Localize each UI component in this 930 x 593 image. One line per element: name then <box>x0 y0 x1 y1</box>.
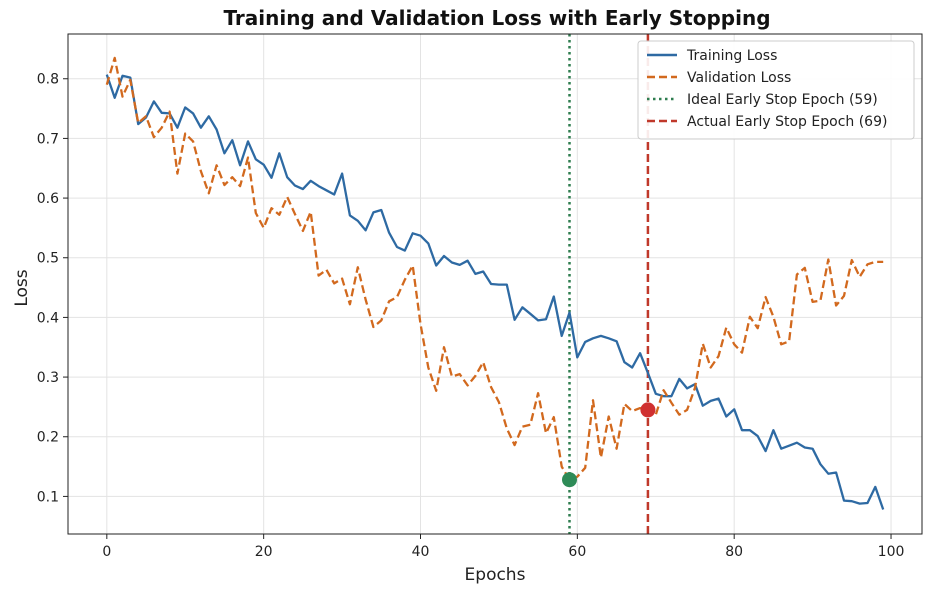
x-tick-label: 100 <box>878 544 905 560</box>
chart-title: Training and Validation Loss with Early … <box>223 6 770 30</box>
legend-box <box>637 40 915 140</box>
early-stop-markers <box>561 402 656 488</box>
series-lines <box>105 56 885 510</box>
legend-label: Actual Early Stop Epoch (69) <box>687 114 887 130</box>
early-stop-lines <box>568 34 650 534</box>
y-tick-label: 0.8 <box>37 72 59 88</box>
early-stop-point-69 <box>640 402 656 418</box>
y-tick-label: 0.3 <box>37 370 59 386</box>
y-tick-label: 0.6 <box>37 191 59 207</box>
y-axis-label: Loss <box>12 269 32 306</box>
x-tick-label: 60 <box>568 544 586 560</box>
plot-frame <box>67 33 923 535</box>
x-axis-ticks: 0 20 40 60 80 100 <box>102 534 904 560</box>
early-stop-point-59 <box>561 472 577 488</box>
legend-label: Ideal Early Stop Epoch (59) <box>687 92 878 108</box>
y-tick-label: 0.4 <box>37 310 59 326</box>
y-tick-label: 0.2 <box>37 430 59 446</box>
x-tick-label: 40 <box>412 544 430 560</box>
legend-label: Training Loss <box>686 48 777 64</box>
y-tick-label: 0.5 <box>37 251 59 267</box>
y-tick-label: 0.7 <box>37 131 59 147</box>
y-axis-ticks: 0.1 0.2 0.3 0.4 0.5 0.6 0.7 0.8 <box>37 72 68 505</box>
x-tick-label: 0 <box>102 544 111 560</box>
x-tick-label: 80 <box>725 544 743 560</box>
x-tick-label: 20 <box>255 544 273 560</box>
y-tick-label: 0.1 <box>37 489 59 505</box>
legend-label: Validation Loss <box>687 70 791 86</box>
legend: Training Loss Validation Loss Ideal Early … <box>637 40 915 140</box>
x-axis-label: Epochs <box>465 565 526 585</box>
series-line-training-loss <box>105 74 885 510</box>
